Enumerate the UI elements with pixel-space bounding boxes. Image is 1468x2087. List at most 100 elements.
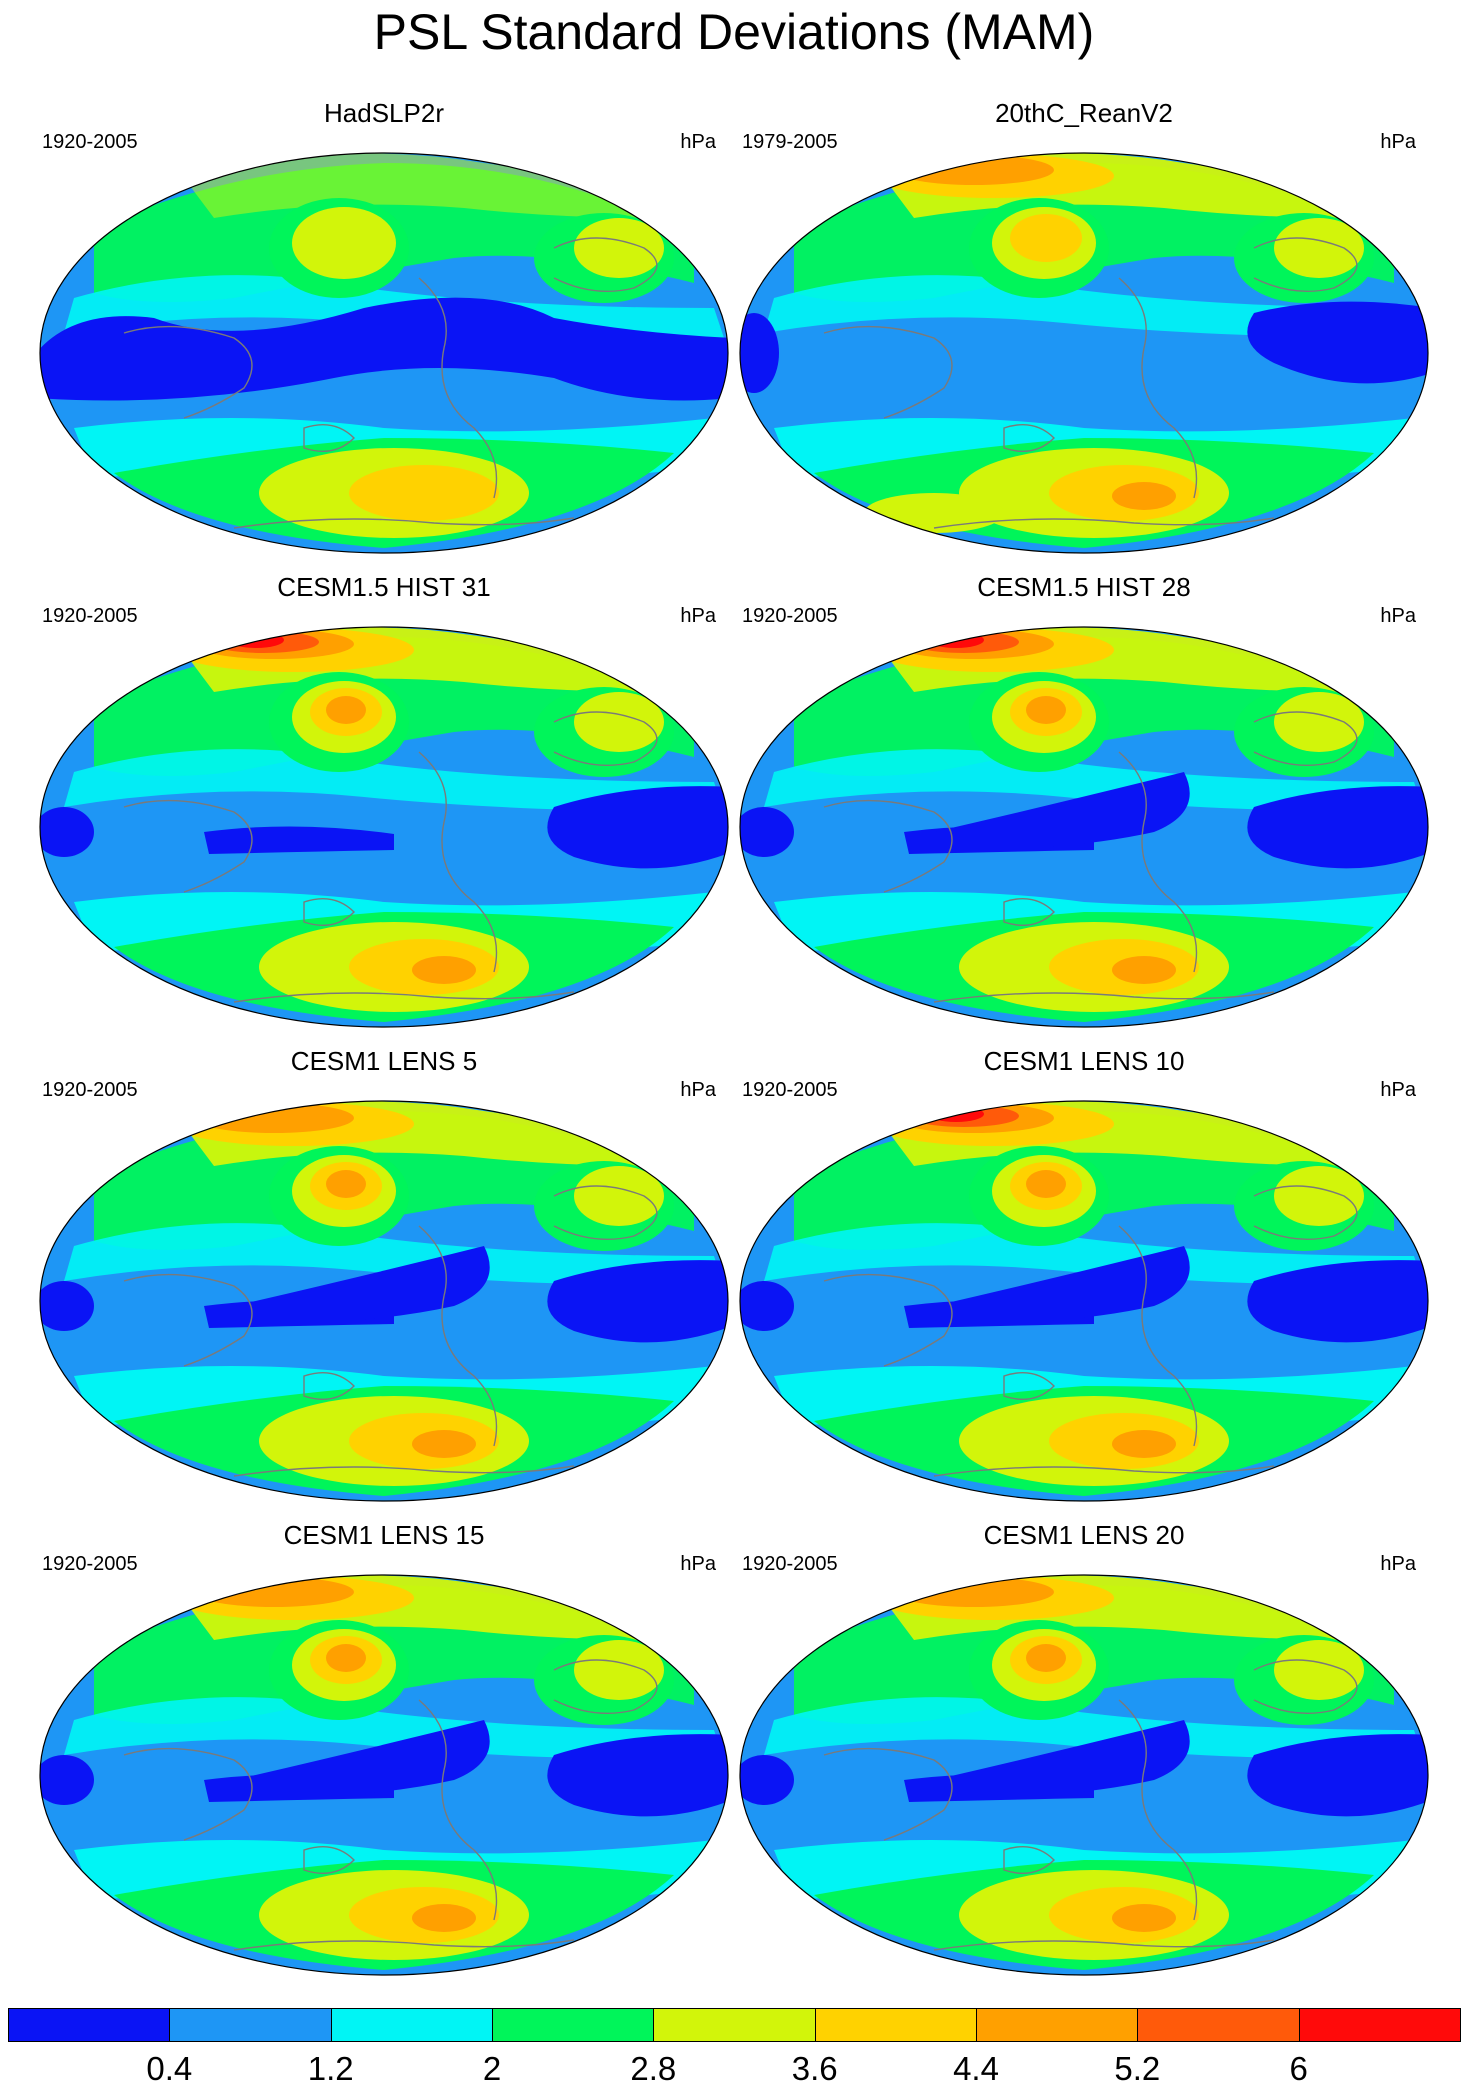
panel-units: hPa: [1380, 1553, 1416, 1575]
contour-fill: [740, 807, 794, 857]
map-border: [39, 152, 729, 554]
contour-fill: [864, 493, 1004, 533]
contour-fill: [547, 786, 728, 869]
contour-fill: [1274, 692, 1364, 752]
coastline: [418, 1225, 498, 1447]
panel-units: hPa: [680, 131, 716, 153]
panel-units: hPa: [1380, 605, 1416, 627]
contour-fill: [40, 1755, 94, 1805]
contour-fill: [1274, 1640, 1364, 1700]
contour-fill: [740, 1755, 794, 1805]
map-panel: CESM1.5 HIST 28 1920-2005 hPa: [734, 572, 1434, 1028]
map-border: [739, 626, 1429, 1028]
colorbar-swatch: [814, 2008, 977, 2042]
contour-fill: [934, 772, 1190, 851]
contour-fill: [574, 692, 664, 752]
contour-fill: [1112, 956, 1176, 984]
panel-title: CESM1.5 HIST 28: [977, 572, 1191, 602]
colorbar-swatch: [976, 2008, 1139, 2042]
panel-units: hPa: [680, 1079, 716, 1101]
coastline: [303, 898, 355, 926]
colorbar-label: 4.4: [953, 2050, 999, 2087]
colorbar-label: 3.6: [791, 2050, 838, 2087]
contour-fill: [228, 632, 284, 648]
map-border: [39, 1100, 729, 1502]
panel-title: CESM1 LENS 20: [983, 1520, 1185, 1550]
coastline: [418, 277, 498, 499]
coastline: [123, 325, 253, 419]
coastline: [123, 1747, 253, 1841]
coastline: [1003, 424, 1055, 452]
colorbar: 0.4 1.2 2 2.8 3.6 4.4 5.2 6: [8, 2008, 1461, 2087]
contour-fill: [1247, 1260, 1428, 1343]
coastline: [418, 1699, 498, 1921]
map-border: [39, 1574, 729, 1976]
panel-title: CESM1 LENS 5: [290, 1046, 478, 1076]
contour-fill: [326, 1644, 366, 1672]
contour-fill: [1274, 218, 1364, 278]
panel-units: hPa: [1380, 1079, 1416, 1101]
map-plot: [739, 1574, 1429, 1976]
coastline: [1003, 1372, 1055, 1400]
coastline: [553, 237, 658, 292]
map-plot: [739, 626, 1429, 1028]
contour-fill: [934, 1720, 1190, 1799]
coastline: [1253, 1659, 1358, 1714]
coastline: [1118, 277, 1198, 499]
coastline: [1118, 1225, 1198, 1447]
contour-fill: [1026, 1644, 1066, 1672]
map-border: [39, 626, 729, 1028]
panel-years: 1920-2005: [42, 1079, 138, 1101]
coastline: [933, 991, 1275, 1003]
panel-title: CESM1 LENS 15: [283, 1520, 485, 1550]
contour-fill: [292, 207, 396, 279]
contour-fill: [1010, 214, 1082, 262]
map-plot: [739, 1100, 1429, 1502]
contour-fill: [349, 465, 499, 521]
panel-years: 1920-2005: [742, 1553, 838, 1575]
contour-fill: [1112, 482, 1176, 510]
panel-years: 1920-2005: [742, 1079, 838, 1101]
map-panel: CESM1.5 HIST 31 1920-2005 hPa: [34, 572, 734, 1028]
contour-fill: [194, 1103, 354, 1133]
coastline: [823, 1273, 953, 1367]
contour-fill: [234, 1720, 490, 1799]
contour-fill: [412, 956, 476, 984]
contour-fill: [1247, 1734, 1428, 1817]
panel-years: 1920-2005: [742, 605, 838, 627]
coastline: [1003, 898, 1055, 926]
coastline: [418, 751, 498, 973]
contour-fill: [1274, 1166, 1364, 1226]
panel-units: hPa: [680, 1553, 716, 1575]
contour-fill: [894, 1577, 1054, 1607]
contour-fill: [1112, 1904, 1176, 1932]
contour-fill: [764, 749, 1424, 812]
panel-years: 1920-2005: [42, 131, 138, 153]
map-border: [739, 1100, 1429, 1502]
colorbar-swatch: [330, 2008, 493, 2042]
contour-fill: [40, 1281, 94, 1331]
contour-fill: [1026, 1170, 1066, 1198]
colorbar-label: 1.2: [307, 2050, 354, 2087]
contour-fill: [1247, 786, 1428, 869]
figure-title: PSL Standard Deviations (MAM): [373, 4, 1095, 60]
map-panel: 20thC_ReanV2 1979-2005 hPa: [734, 98, 1434, 554]
coastline: [303, 1846, 355, 1874]
coastline: [933, 1939, 1275, 1951]
contour-fill: [204, 826, 394, 854]
map-plot: [39, 626, 729, 1028]
coastline: [123, 799, 253, 893]
map-plot: [39, 1100, 729, 1502]
coastline: [233, 517, 575, 529]
contour-fill: [928, 632, 984, 648]
panel-title: CESM1 LENS 10: [983, 1046, 1185, 1076]
contour-fill: [40, 297, 728, 401]
map-border: [739, 152, 1429, 554]
map-panel: CESM1 LENS 5 1920-2005 hPa: [34, 1046, 734, 1502]
coastline: [233, 991, 575, 1003]
contour-fill: [574, 218, 664, 278]
coastline: [553, 1185, 658, 1240]
contour-fill: [928, 1106, 984, 1122]
coastline: [553, 1659, 658, 1714]
coastline: [1118, 1699, 1198, 1921]
